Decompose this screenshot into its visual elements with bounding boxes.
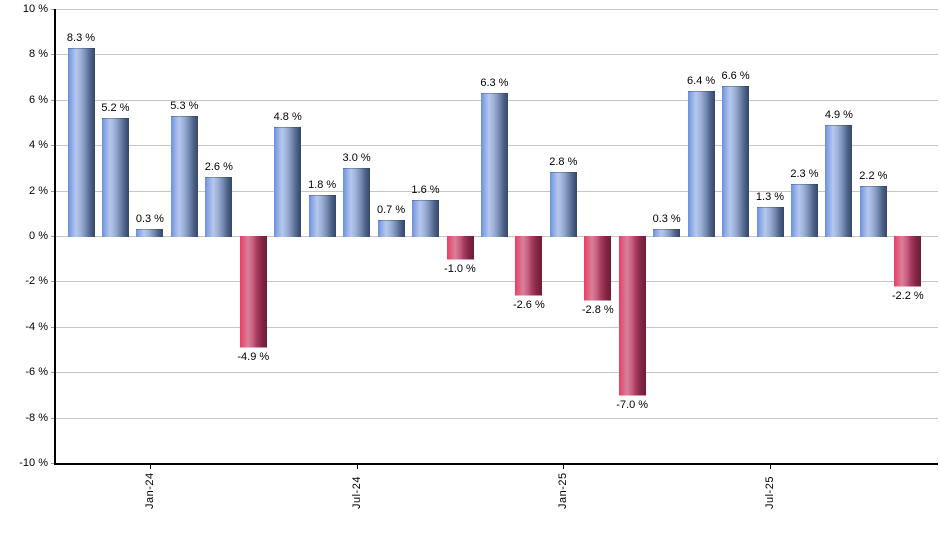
y-axis-tick-mark [51,54,55,55]
bar-positive [136,229,164,237]
bar-value-label: 0.3 % [652,213,681,226]
bar-value-label: -2.6 % [512,299,545,311]
gridline [55,327,938,328]
bar-negative [446,236,474,260]
bar-value-label: 1.3 % [755,190,785,203]
y-axis-tick-label: 6 % [29,94,48,106]
y-axis-tick-label: 8 % [29,48,48,60]
bar-value-label: 3.0 % [342,151,371,164]
y-axis-line [54,9,56,465]
bar-positive [480,93,508,237]
bar-positive [825,124,853,237]
bar-positive [377,220,405,237]
bar-positive [67,47,95,237]
y-axis-tick-mark [51,281,55,282]
bar-value-label: -1.0 % [444,262,476,275]
y-axis-tick-label: 2 % [29,185,48,197]
x-axis-tick-mark [357,463,358,469]
gridline [55,9,938,10]
bar-negative [584,236,612,301]
y-axis-tick-label: -2 % [25,275,48,287]
bar-negative [618,236,646,396]
bar-positive [170,115,198,237]
bar-value-label: 0.3 % [135,213,164,226]
bar-positive [687,90,715,237]
y-axis-tick-label: 4 % [29,139,48,151]
y-axis-tick-mark [51,9,55,10]
bar-value-label: 5.2 % [101,102,130,114]
bar-positive [343,167,371,237]
gridline [55,54,938,55]
y-axis-tick-mark [51,372,55,373]
y-axis-tick-mark [51,191,55,192]
bar-value-label: 2.6 % [204,161,233,173]
bar-positive [722,86,750,237]
bar-value-label: 6.3 % [480,77,509,89]
x-axis-tick-label: Jul-24 [351,476,363,509]
bar-value-label: 0.7 % [376,204,406,217]
x-axis-tick-mark [563,463,564,469]
bar-value-label: -4.9 % [237,351,270,364]
bar-positive [274,127,302,237]
x-axis-tick-mark [150,463,151,469]
bar-negative [894,236,922,287]
bar-value-label: 4.9 % [824,108,853,121]
x-axis-tick-mark [770,463,771,469]
y-axis-tick-label: 0 % [29,230,48,242]
y-axis-tick-mark [51,418,55,419]
gridline [55,372,938,373]
y-axis-tick-label: -10 % [19,457,48,469]
gridline [55,418,938,419]
bar-positive [756,206,784,237]
bar-positive [859,186,887,237]
bar-value-label: 6.6 % [721,70,750,83]
bar-value-label: 1.8 % [308,179,337,192]
bar-positive [205,177,233,237]
bar-negative [515,236,543,296]
bar-value-label: -2.2 % [891,289,924,302]
bar-value-label: 6.4 % [687,74,716,87]
bar-value-label: 1.6 % [411,183,440,196]
x-axis-line [54,463,938,465]
bar-positive [653,229,681,237]
y-axis-tick-mark [51,100,55,101]
y-axis-tick-label: -4 % [25,321,48,333]
y-axis-tick-mark [51,236,55,237]
y-axis-tick-label: 10 % [22,3,48,15]
bar-negative [239,236,267,349]
bar-value-label: 8.3 % [66,31,96,44]
bar-positive [791,183,818,237]
x-axis-tick-label: Jan-25 [557,472,569,509]
bar-value-label: -2.8 % [581,303,614,316]
y-axis-tick-mark [51,145,55,146]
y-axis-tick-mark [51,327,55,328]
bar-value-label: 4.8 % [273,111,302,123]
bar-value-label: -7.0 % [616,398,649,411]
bar-positive [102,118,129,237]
gridline [55,281,938,282]
y-axis-tick-label: -6 % [25,366,48,378]
bar-value-label: 5.3 % [170,99,199,112]
bar-value-label: 2.3 % [790,167,819,180]
bar-positive [308,195,336,237]
x-axis-tick-label: Jan-24 [144,472,156,509]
y-axis-tick-mark [51,463,55,464]
bar-positive [412,199,439,237]
bar-value-label: 2.2 % [859,170,888,183]
x-axis-tick-label: Jul-25 [764,476,776,509]
bar-value-label: 2.8 % [549,156,578,169]
y-axis-tick-label: -8 % [25,412,48,424]
bar-positive [549,172,577,237]
